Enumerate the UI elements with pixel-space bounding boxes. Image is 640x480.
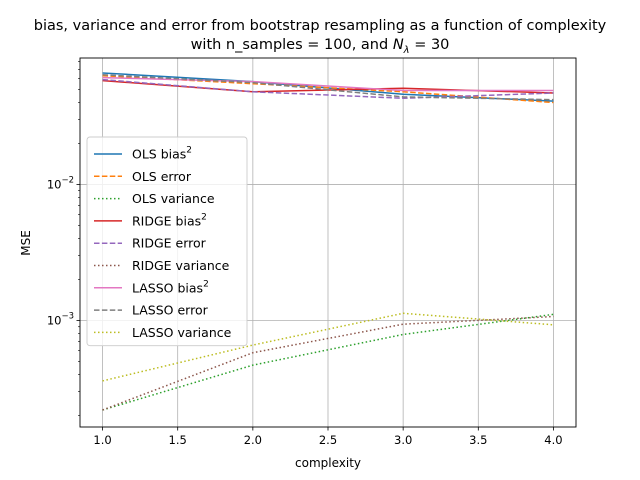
x-axis-label: complexity [295, 456, 361, 470]
series-line [102, 315, 554, 411]
chart-title-line2-suffix: = 30 [410, 37, 450, 53]
legend-entry: OLS variance [132, 191, 215, 206]
x-tick-label: 2.0 [244, 433, 262, 447]
x-tick-label: 1.5 [169, 433, 187, 447]
x-tick-label: 1.0 [93, 433, 111, 447]
x-tick-label: 4.0 [544, 433, 562, 447]
x-tick-label: 3.0 [394, 433, 412, 447]
legend-entry: LASSO variance [132, 325, 232, 340]
ticks: 1.0 1.5 2.0 2.5 3.0 3.5 4.0 10−3 10−2 [47, 61, 563, 447]
y-axis-label: MSE [19, 230, 33, 256]
y-tick-label: 10−3 [47, 312, 74, 328]
y-tick-label: 10−2 [47, 175, 74, 191]
chart-title-line2-subscript: λ [403, 45, 410, 56]
series-line [102, 78, 554, 100]
x-tick-label: 3.5 [469, 433, 487, 447]
chart-title-line2: with n_samples = 100, and Nλ = 30 [191, 37, 450, 56]
chart-title-line2-symbol: N [393, 37, 404, 53]
legend: OLS bias2 OLS error OLS variance RIDGE bias… [86, 136, 248, 347]
x-tick-label: 2.5 [319, 433, 337, 447]
series-line [102, 312, 554, 382]
legend-entry: OLS bias2 [132, 146, 192, 162]
legend-entry: RIDGE error [132, 236, 207, 251]
legend-entry: LASSO error [132, 303, 209, 318]
legend-entry: OLS error [132, 169, 192, 184]
series-lines [102, 72, 554, 411]
chart-title-line2-prefix: with n_samples = 100, and [191, 37, 393, 53]
legend-entry: RIDGE bias2 [132, 212, 207, 228]
chart-title-line1: bias, variance and error from bootstrap … [34, 18, 607, 34]
series-line [102, 74, 554, 101]
series-line [102, 76, 554, 92]
legend-entry: RIDGE variance [132, 258, 230, 273]
legend-entry: LASSO bias2 [132, 279, 209, 295]
legend-box [86, 136, 248, 347]
